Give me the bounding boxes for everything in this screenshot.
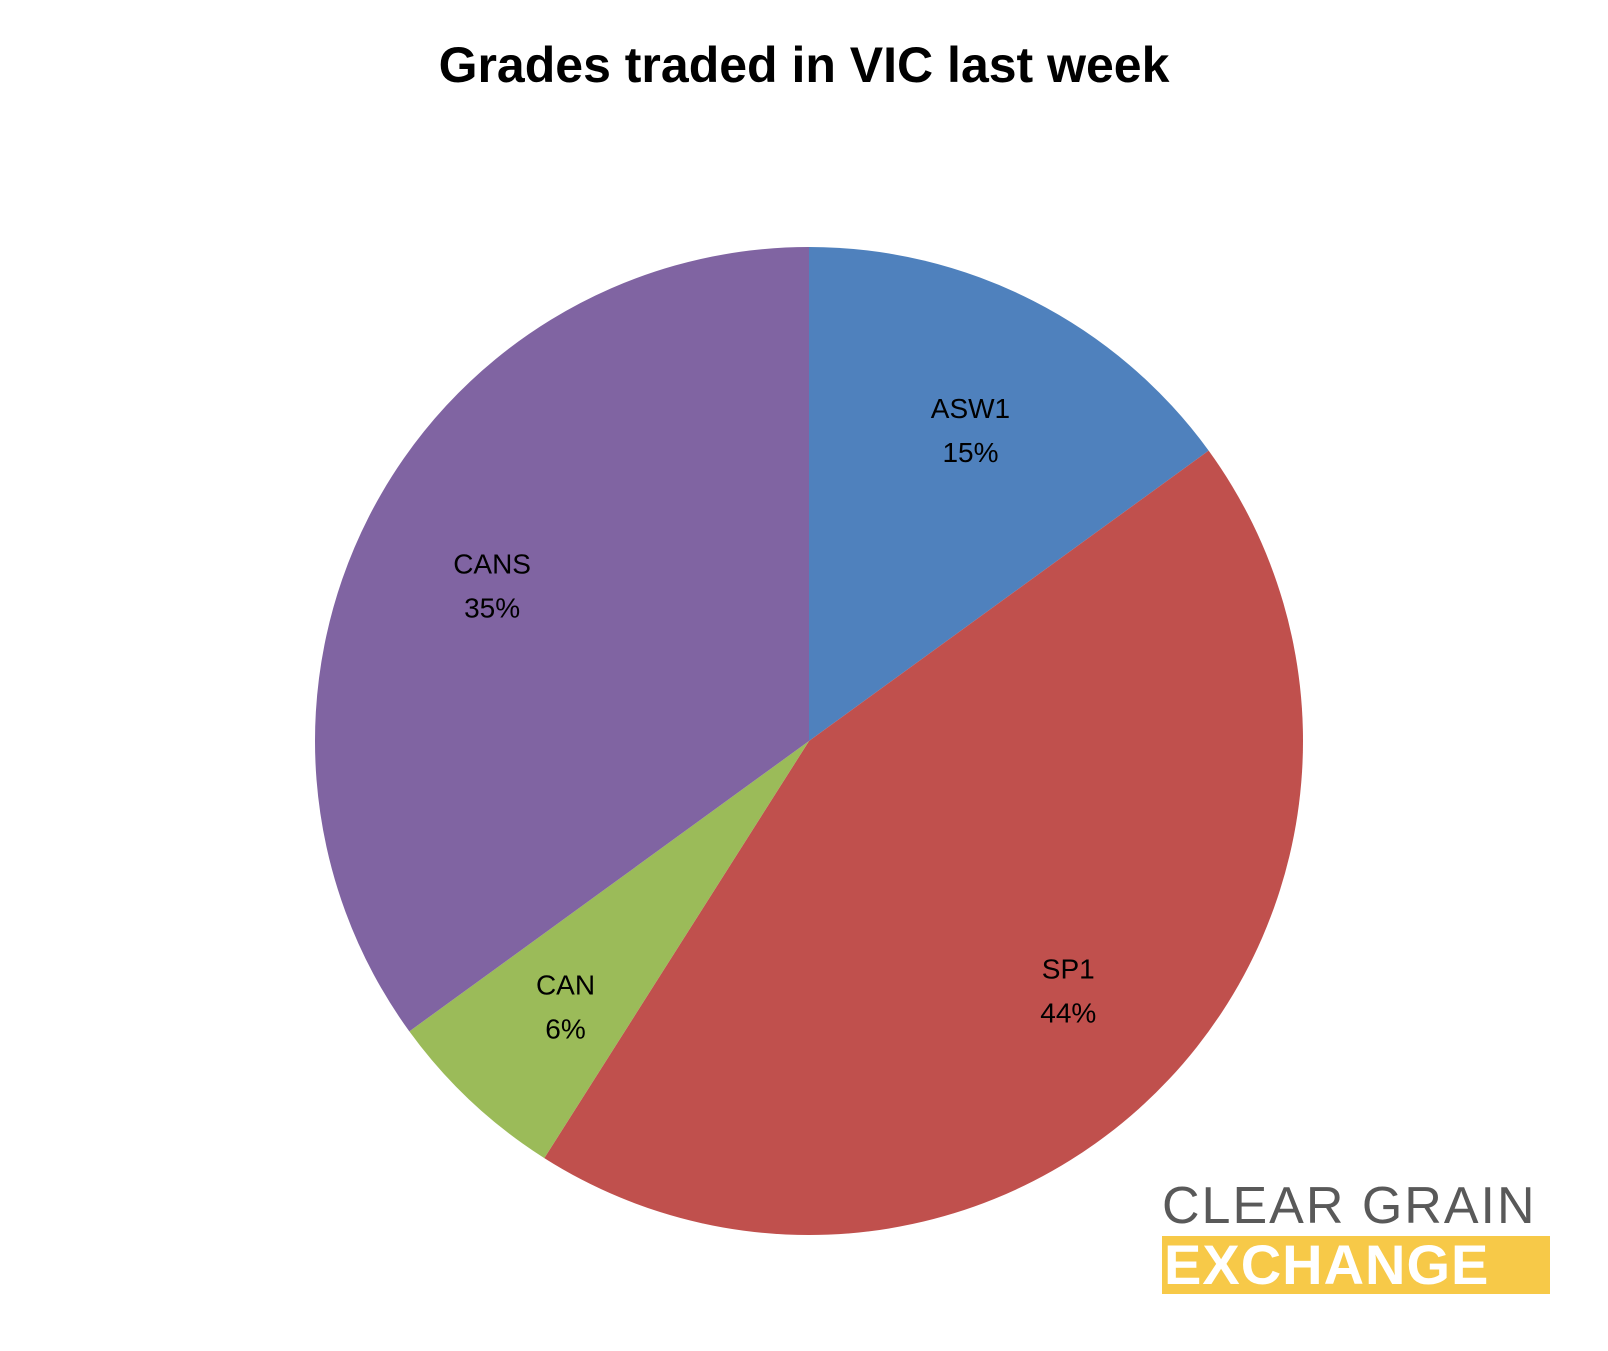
slice-label-can: CAN bbox=[536, 969, 595, 1000]
pie-slice-can bbox=[409, 741, 809, 1159]
slice-percent-sp1: 44% bbox=[1040, 997, 1096, 1028]
logo-text-exchange: EXCHANGE bbox=[1164, 1236, 1490, 1294]
pie-slice-sp1 bbox=[544, 450, 1304, 1235]
pie-slice-asw1 bbox=[809, 247, 1209, 741]
slice-percent-cans: 35% bbox=[464, 593, 520, 624]
slice-percent-asw1: 15% bbox=[942, 437, 998, 468]
clear-grain-exchange-logo: CLEAR GRAIN EXCHANGE bbox=[1162, 1180, 1550, 1294]
pie-labels: ASW1 15% SP1 44% CAN 6% CANS 35% bbox=[453, 393, 1096, 1044]
slice-percent-can: 6% bbox=[545, 1013, 585, 1044]
slice-label-sp1: SP1 bbox=[1042, 953, 1095, 984]
logo-exchange-band: EXCHANGE bbox=[1162, 1236, 1550, 1294]
logo-text-clear-grain: CLEAR GRAIN bbox=[1162, 1177, 1537, 1235]
pie-slices bbox=[314, 247, 1304, 1235]
chart-title: Grades traded in VIC last week bbox=[438, 37, 1170, 93]
slice-label-cans: CANS bbox=[453, 549, 531, 580]
pie-slice-cans bbox=[314, 247, 809, 1032]
slice-label-asw1: ASW1 bbox=[931, 393, 1010, 424]
